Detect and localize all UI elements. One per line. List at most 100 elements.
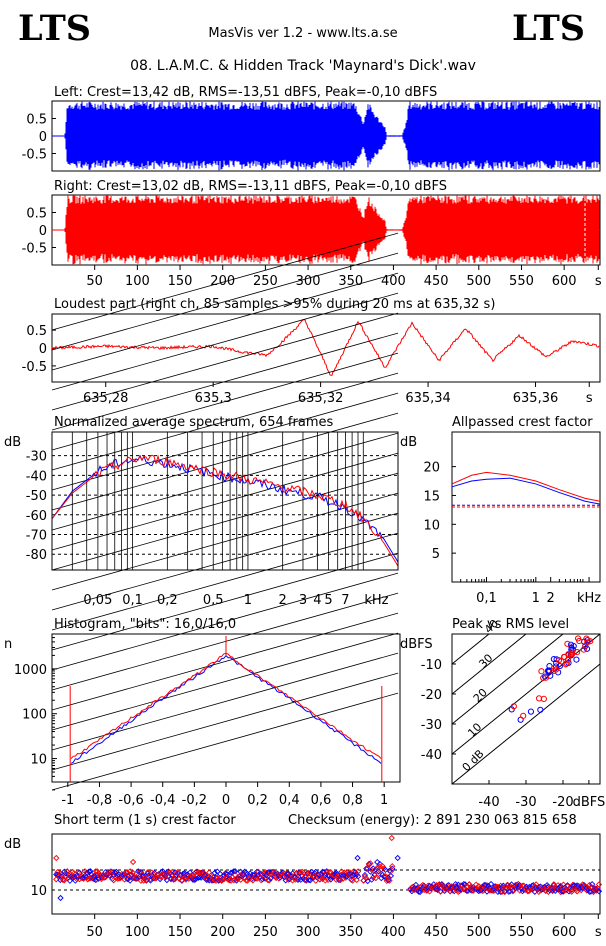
spectrum-xtick-label: 0,2 [157,593,178,608]
spectrum-xtick-label: 7 [341,593,349,608]
short-crest-point-left [487,880,495,888]
loudest-xtick-label: 635,28 [83,391,129,406]
spectrum-slope-line [51,392,399,491]
short-crest-point-right [353,876,360,884]
short-crest-point-right [288,872,295,879]
wave-left-ytick-label: 0 [39,130,47,145]
short-crest-point-left [389,865,396,872]
short-crest-point-left [126,877,134,884]
short-crest-point-right [62,873,69,880]
wave-left-title: Left: Crest=13,42 dB, RMS=-13,51 dBFS, P… [54,85,437,100]
histogram-title: Histogram, "bits": 16,0/16,0 [54,617,236,632]
peak-rms-diagonal [452,634,564,725]
short-crest-outlier [53,854,60,862]
peak-rms-point-right [520,712,527,719]
spectrum-slope-line [51,352,399,451]
short-crest-point-right [583,887,590,894]
loudest-xtick-label: s [586,391,593,406]
short-crest-point-right [372,874,379,882]
waveform-xtick-label: 400 [381,274,406,289]
short-crest-point-left [137,868,145,876]
short-crest-point-left [247,870,254,877]
peak-rms-point-left [573,656,580,663]
spectrum-slope-line [51,692,399,791]
short-crest-point-left [374,858,381,866]
crest-allpassed-ytick-label: 20 [423,461,440,476]
loudest-xtick-label: 635,36 [513,391,559,406]
short-crest-point-left [234,875,242,882]
peak-rms-diagonal [452,634,527,695]
short-crest-xtick-label: 150 [168,925,193,940]
short-crest-point-left [309,873,317,881]
histogram-ytick-label: 100 [22,708,47,723]
waveform-xtick-label: 450 [424,274,449,289]
short-crest-point-left [62,870,69,877]
lts-logo-left: LTS [18,8,92,49]
short-crest-xtick-label: 600 [552,925,577,940]
histogram-xtick-label: -0,6 [118,793,143,808]
short-crest-outlier [354,854,361,862]
histogram-xtick-label: 1 [380,793,388,808]
peak-rms-ytick-label: -20 [421,688,442,703]
peak-rms-point-right [576,637,583,645]
spectrum-frame-overlay [51,431,399,571]
short-crest-point-right [337,876,344,883]
waveform-xtick-label: 50 [86,274,103,289]
short-crest-point-left [457,886,465,893]
short-crest-xtick-label: 250 [253,925,278,940]
histogram-xtick-label: 0,6 [311,793,332,808]
short-crest-point-left [296,869,303,876]
short-crest-point-left [211,869,218,877]
short-crest-point-right [154,871,161,879]
peak-rms-diagonal-label: 20 [471,686,490,705]
short-crest-point-left [520,886,527,893]
histogram-xtick-label: -1 [61,793,74,808]
spectrum-slope-line [51,472,399,571]
spectrum-slope-line [51,272,399,371]
spectrum-ytick-label: -30 [26,450,47,465]
short-crest-point-left [315,871,322,878]
spectrum-slope-line [51,252,399,351]
short-crest-point-right [367,860,374,867]
short-crest-point-left [191,876,198,884]
spectrum-slope-line [51,512,399,611]
peak-rms-point-right [551,664,558,672]
peak-rms-point-right [564,640,571,647]
peak-rms-point-right [580,646,587,653]
short-crest-point-left [363,865,370,872]
short-crest-point-left [451,888,458,895]
crest-allpassed-line-right [451,471,601,502]
peak-rms-point-left [541,673,549,680]
wave-left-ytick-label: -0.5 [22,148,47,163]
checksum-text: Checksum (energy): 2 891 230 063 815 658 [288,813,577,828]
short-crest-point-right [263,869,270,877]
peak-rms-point-right [555,657,563,664]
short-crest-point-right [363,875,370,882]
loudest-ytick-label: -0.5 [22,360,47,375]
short-crest-point-left [217,870,224,878]
short-crest-point-left [568,886,575,893]
short-crest-xtick-label: 350 [338,925,363,940]
short-crest-point-left [572,883,579,890]
spectrum-slope-line [51,372,399,471]
short-crest-point-left [189,876,196,883]
histogram-xtick-label: 0,2 [247,793,268,808]
spectrum-ytick-label: -80 [26,548,47,563]
short-crest-point-left [419,884,426,891]
waveform-xtick-label: s [595,274,602,289]
short-crest-point-left [305,876,313,884]
loudest-ytick-label: 0.5 [26,324,47,339]
short-crest-point-right [595,881,603,888]
short-crest-point-right [132,875,139,882]
crest-allpassed-ylabel: dB [400,435,417,450]
wave-right-ytick-label: -0.5 [22,242,47,257]
crest-allpassed-xtick-label: 1 [532,591,540,606]
spectrum-slope-line [51,412,399,511]
spectrum-slope-line [51,532,399,631]
short-crest-point-left [92,876,100,884]
short-crest-point-right [61,877,68,884]
short-crest-point-left [382,866,389,874]
crest-allpassed-xtick-label: 2 [547,591,555,606]
short-crest-point-right [527,886,534,893]
